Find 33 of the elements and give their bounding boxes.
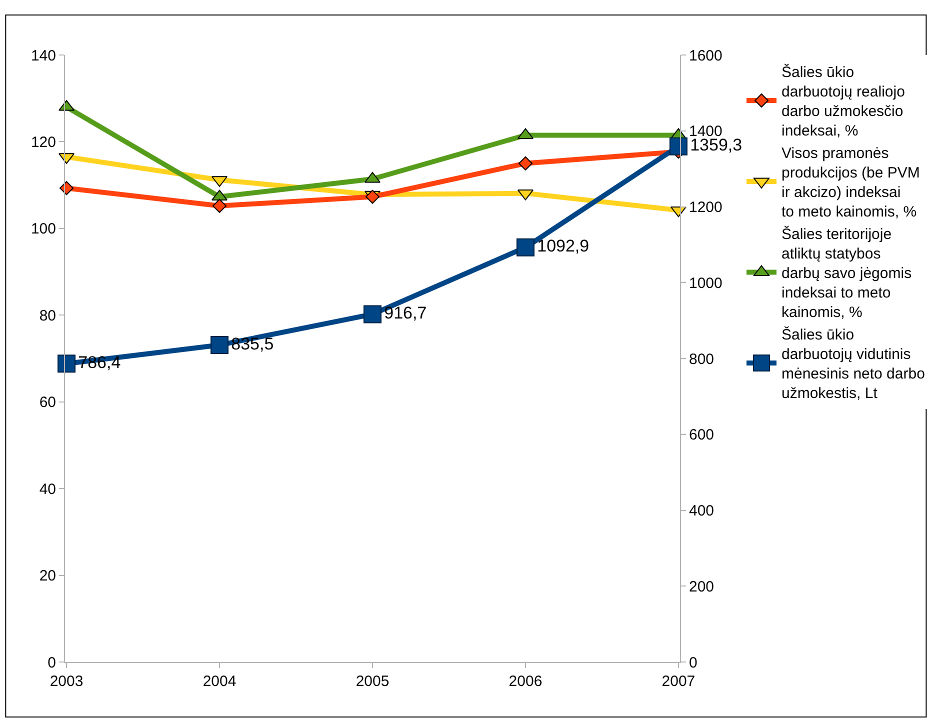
y2-tick-label: 200 (689, 578, 714, 596)
y-tick-label: 120 (30, 134, 56, 151)
y2-tick-label: 600 (689, 426, 714, 444)
data-label: 1359,3 (690, 136, 742, 155)
x-tick-label: 2007 (662, 673, 696, 690)
y2-tick-label: 1000 (689, 274, 722, 292)
y2-tick-label: 1600 (689, 47, 722, 64)
point (364, 305, 382, 324)
point (210, 336, 229, 354)
x-tick-label: 2006 (508, 673, 542, 690)
y2-tick-label: 1200 (689, 199, 722, 216)
y-tick-label: 80 (39, 307, 56, 324)
y-tick-label: 20 (39, 568, 56, 585)
legend-label: Šalies ūkio darbuotojų vidutinis mėnesinis neto darbo užmokestis, Lt (782, 326, 925, 402)
y-tick-label: 40 (39, 480, 56, 498)
legend-label: Šalies ūkio darbuotojų realiojo darbo užmokesčio indeksai, % (782, 63, 905, 140)
y-tick-label: 0 (48, 654, 56, 672)
y-tick-label: 60 (39, 394, 56, 412)
legend-label: Visos pramonės produkcijos (be PVM ir akcizo) indeksai to meto kainomis, % (782, 145, 920, 221)
data-label: 835,5 (231, 334, 274, 354)
legend-label: Šalies teritorijoje atliktų statybos darbų savo jėgomis indeksai to meto kainomis, % (782, 225, 912, 322)
point (58, 354, 76, 373)
point (516, 238, 534, 256)
x-tick-label: 2003 (50, 673, 84, 690)
data-label: 916,7 (384, 303, 427, 322)
y-tick-label: 100 (30, 220, 56, 238)
y2-tick-label: 400 (689, 502, 714, 520)
y2-tick-label: 800 (689, 350, 714, 368)
x-tick-label: 2005 (356, 673, 390, 690)
data-label: 1092,9 (537, 236, 590, 256)
y2-tick-label: 0 (689, 654, 698, 672)
y-tick-label: 140 (30, 47, 56, 64)
x-tick-label: 2004 (202, 673, 236, 690)
